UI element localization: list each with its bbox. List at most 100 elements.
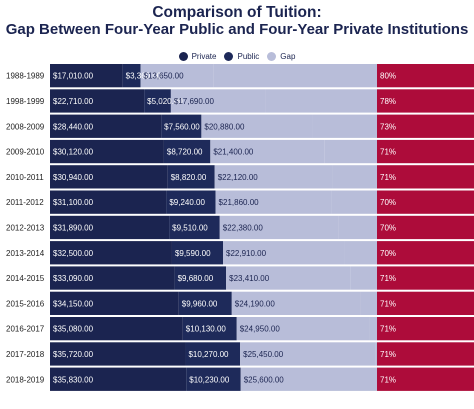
bar-gap-remainder bbox=[338, 215, 377, 240]
bar-private bbox=[50, 215, 170, 240]
bar-public bbox=[163, 139, 211, 164]
bar-gap bbox=[219, 215, 339, 240]
bar-gap-remainder bbox=[331, 190, 377, 214]
bar-public bbox=[185, 342, 241, 366]
y-tick-label: 2018-2019 bbox=[6, 375, 45, 384]
bar-gap-percent bbox=[377, 291, 474, 315]
bar-gap-percent bbox=[377, 241, 474, 265]
data-label-percent: 71% bbox=[380, 375, 396, 384]
bar-gap bbox=[226, 266, 351, 290]
bar-gap-remainder bbox=[312, 114, 377, 138]
legend-label-public: Public bbox=[237, 52, 260, 61]
data-label-public: $10,130.00 bbox=[186, 325, 227, 334]
bar-public bbox=[169, 215, 220, 240]
bar-private bbox=[50, 367, 187, 391]
bar-gap-percent bbox=[377, 215, 474, 240]
bar-private bbox=[50, 317, 183, 341]
bar-public bbox=[178, 291, 232, 315]
bar-private bbox=[50, 165, 168, 189]
bar-gap-remainder bbox=[324, 139, 377, 164]
data-label-percent: 80% bbox=[380, 72, 396, 81]
data-label-private: $17,010.00 bbox=[53, 72, 94, 81]
y-tick-label: 1988-1989 bbox=[6, 72, 45, 81]
bar-gap-percent bbox=[377, 317, 474, 341]
legend-label-gap: Gap bbox=[280, 52, 296, 61]
bar-gap-percent bbox=[377, 89, 474, 113]
data-label-public: $9,240.00 bbox=[169, 198, 205, 207]
bar-gap-percent bbox=[377, 190, 474, 214]
y-tick-label: 2008-2009 bbox=[6, 122, 45, 131]
data-label-gap: $24,190.00 bbox=[235, 299, 276, 308]
data-label-percent: 70% bbox=[380, 249, 396, 258]
bar-gap bbox=[231, 291, 361, 315]
bar-private bbox=[50, 266, 175, 290]
data-label-gap: $22,380.00 bbox=[223, 223, 264, 232]
data-label-public: $8,720.00 bbox=[167, 148, 203, 157]
data-label-public: $9,590.00 bbox=[175, 249, 211, 258]
bar-private bbox=[50, 139, 164, 164]
bar-gap-remainder bbox=[350, 266, 377, 290]
bar-gap-remainder bbox=[332, 165, 377, 189]
data-label-public: $9,510.00 bbox=[172, 223, 208, 232]
y-tick-label: 2013-2014 bbox=[6, 249, 45, 258]
data-label-gap: $24,950.00 bbox=[240, 325, 281, 334]
y-tick-label: 2011-2012 bbox=[6, 198, 44, 207]
data-label-percent: 70% bbox=[380, 198, 396, 207]
chart-legend: Private Public Gap bbox=[0, 52, 474, 61]
bar-private bbox=[50, 64, 123, 88]
bar-gap-percent bbox=[377, 114, 474, 138]
data-label-percent: 70% bbox=[380, 223, 396, 232]
data-label-private: $22,710.00 bbox=[53, 97, 94, 106]
bar-gap bbox=[240, 367, 377, 391]
data-label-percent: 73% bbox=[380, 122, 396, 131]
bar-gap bbox=[214, 165, 333, 189]
bar-public bbox=[161, 114, 202, 138]
data-label-gap: $21,860.00 bbox=[219, 198, 260, 207]
data-label-public: $3,360.00 bbox=[126, 72, 162, 81]
data-label-gap: $21,400.00 bbox=[213, 148, 254, 157]
y-tick-label: 2012-2013 bbox=[6, 223, 45, 232]
y-tick-label: 2015-2016 bbox=[6, 299, 45, 308]
bar-gap-remainder bbox=[265, 89, 377, 113]
data-label-percent: 71% bbox=[380, 350, 396, 359]
data-label-private: $31,890.00 bbox=[53, 223, 94, 232]
data-label-private: $32,500.00 bbox=[53, 249, 94, 258]
data-label-gap: $13,650.00 bbox=[144, 72, 185, 81]
bar-gap-remainder bbox=[344, 241, 377, 265]
bar-gap-percent bbox=[377, 266, 474, 290]
bar-private bbox=[50, 89, 145, 113]
legend-swatch-gap bbox=[267, 52, 277, 61]
legend-swatch-public bbox=[224, 52, 234, 61]
legend-item-gap: Gap bbox=[267, 52, 295, 61]
data-label-private: $34,150.00 bbox=[53, 299, 94, 308]
bar-gap bbox=[140, 64, 214, 88]
legend-item-private: Private bbox=[178, 52, 216, 61]
data-label-public: $8,820.00 bbox=[171, 173, 207, 182]
bar-gap-remainder bbox=[369, 317, 377, 341]
data-label-gap: $22,120.00 bbox=[218, 173, 259, 182]
y-tick-label: 2016-2017 bbox=[6, 325, 45, 334]
bar-public bbox=[167, 165, 215, 189]
chart-subtitle: Gap Between Four-Year Public and Four-Ye… bbox=[5, 21, 469, 38]
bar-private bbox=[50, 342, 186, 366]
bar-gap-percent bbox=[377, 342, 474, 366]
legend-swatch-private bbox=[178, 52, 188, 61]
bar-public bbox=[122, 64, 141, 88]
data-label-private: $30,120.00 bbox=[53, 148, 94, 157]
data-label-gap: $17,690.00 bbox=[174, 97, 215, 106]
data-label-percent: 78% bbox=[380, 97, 396, 106]
bar-private bbox=[50, 190, 167, 214]
bar-gap bbox=[236, 317, 370, 341]
data-label-public: $9,960.00 bbox=[182, 299, 218, 308]
data-label-gap: $25,450.00 bbox=[243, 350, 284, 359]
y-tick-label: 1998-1999 bbox=[6, 97, 45, 106]
bar-gap bbox=[201, 114, 313, 138]
legend-item-public: Public bbox=[224, 52, 259, 61]
data-label-private: $33,090.00 bbox=[53, 274, 94, 283]
bar-public bbox=[186, 367, 241, 391]
data-label-private: $35,720.00 bbox=[53, 350, 94, 359]
data-label-percent: 71% bbox=[380, 148, 396, 157]
chart-title: Comparison of Tuition: bbox=[152, 4, 322, 21]
bar-gap-remainder bbox=[360, 291, 377, 315]
